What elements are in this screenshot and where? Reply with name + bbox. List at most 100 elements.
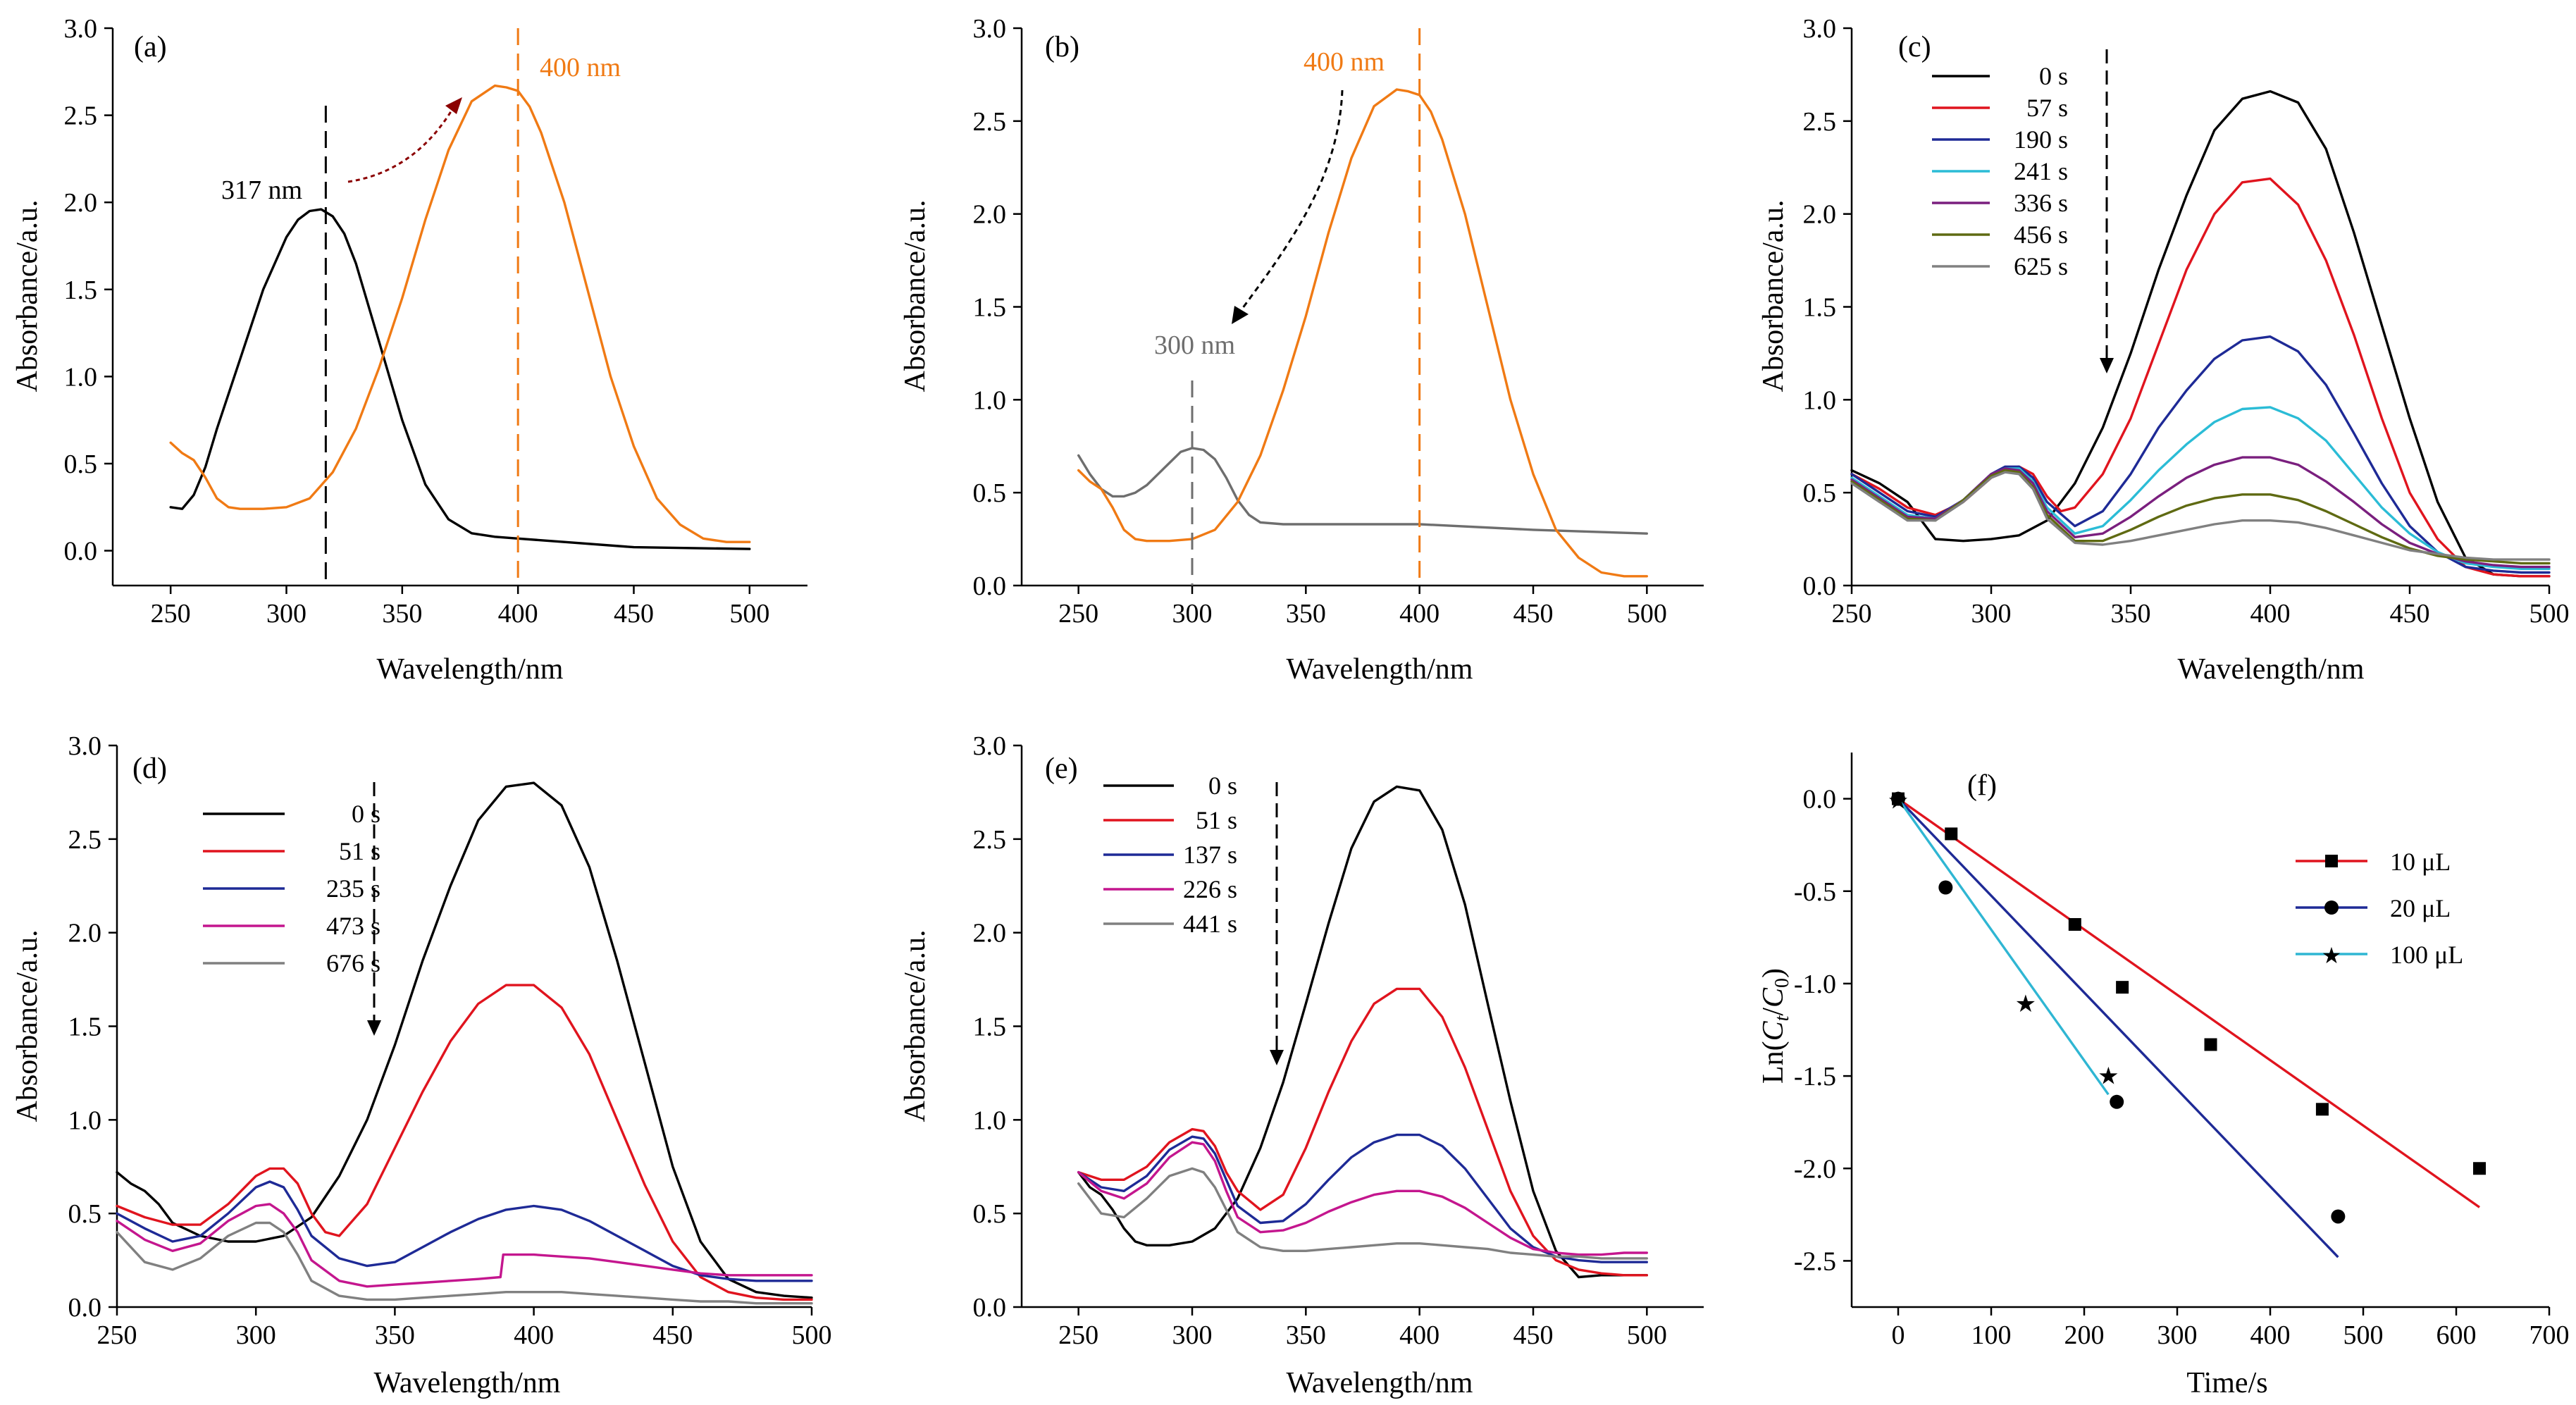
x-tick-label: 0 (1892, 1320, 1905, 1350)
x-tick-label: 400 (2250, 599, 2291, 629)
legend-marker (2324, 900, 2339, 915)
y-tick-label: 2.5 (973, 825, 1007, 855)
y-tick-label: 2.0 (973, 919, 1007, 948)
y-tick-label: -1.5 (1794, 1062, 1836, 1091)
y-tick-label: 1.5 (973, 293, 1007, 323)
x-tick-label: 300 (1971, 599, 2012, 629)
legend-label: 51 s (1196, 806, 1237, 834)
data-point-square (2116, 981, 2129, 994)
legend-label: 676 s (326, 949, 380, 977)
panel-b-annotation-400nm: 400 nm (1304, 47, 1385, 77)
legend-label: 10 μL (2390, 848, 2451, 876)
x-tick-label: 250 (1832, 599, 1872, 629)
legend-label: 241 s (2014, 157, 2068, 185)
x-tick-label: 450 (1513, 599, 1554, 629)
series-line-0s (1077, 785, 1649, 1279)
x-tick-label: 350 (1286, 1320, 1326, 1350)
x-tick-label: 350 (1286, 599, 1326, 629)
panel-b-annotation-300nm: 300 nm (1154, 330, 1235, 360)
y-tick-label: 0.0 (973, 571, 1007, 601)
y-tick-label: 1.5 (973, 1013, 1007, 1042)
y-tick-label: 0.5 (973, 1199, 1007, 1229)
series-line-51s (116, 984, 813, 1301)
x-tick-label: 250 (97, 1320, 137, 1350)
y-tick-label: 3.0 (64, 14, 98, 44)
y-tick-label: 0.5 (68, 1199, 102, 1229)
data-point-star: ★ (1888, 788, 1909, 815)
x-tick-label: 300 (2157, 1320, 2198, 1350)
panel-b-y-axis-title: Absorbance/a.u. (899, 200, 931, 392)
legend-label: 625 s (2014, 252, 2068, 280)
y-tick-label: 1.0 (64, 362, 98, 392)
panel-a-y-axis-title: Absorbance/a.u. (11, 200, 44, 392)
data-point-circle (1938, 880, 1953, 895)
y-tick-label: 2.5 (64, 101, 98, 131)
x-tick-label: 300 (1172, 599, 1213, 629)
y-tick-label: 2.0 (64, 188, 98, 218)
data-point-square (2068, 917, 2081, 931)
x-tick-label: 200 (2064, 1320, 2105, 1350)
legend-label: 100 μL (2390, 941, 2463, 969)
x-tick-label: 700 (2529, 1320, 2570, 1350)
data-point-square (2204, 1038, 2217, 1051)
panel-b-label: (b) (1045, 31, 1079, 63)
legend-label: 235 s (326, 874, 380, 903)
y-tick-label: -2.0 (1794, 1154, 1836, 1184)
x-tick-label: 250 (1058, 599, 1098, 629)
series-line-orange (169, 84, 751, 543)
legend-marker (2325, 855, 2338, 867)
x-tick-label: 400 (2250, 1320, 2291, 1350)
legend-label: 456 s (2014, 221, 2068, 249)
y-tick-label: 1.0 (1803, 385, 1837, 415)
x-tick-label: 250 (151, 599, 191, 629)
panel-e-x-axis-title: Wavelength/nm (1287, 1367, 1473, 1399)
panel-d: (d) Wavelength/nm Absorbance/a.u. (11, 753, 561, 1399)
panel-a-label: (a) (134, 31, 167, 63)
y-tick-label: 3.0 (973, 731, 1007, 761)
y-tick-label: 2.5 (1803, 107, 1837, 137)
x-tick-label: 600 (2436, 1320, 2477, 1350)
y-tick-label: 1.0 (973, 1106, 1007, 1135)
legend-label: 0 s (1208, 772, 1237, 800)
y-tick-label: 2.0 (973, 200, 1007, 230)
data-point-square (2315, 1103, 2329, 1116)
series-line-226s (1077, 1141, 1649, 1256)
panel-a-annotation-400nm: 400 nm (540, 53, 621, 82)
panel-d-y-axis-title: Absorbance/a.u. (11, 930, 44, 1122)
panel-a-x-axis-title: Wavelength/nm (377, 653, 564, 686)
panel-a: (a) 400 nm 317 nm Wavelength/nm Absorban… (11, 31, 621, 686)
y-tick-label: 2.0 (68, 919, 102, 948)
legend-label: 137 s (1183, 841, 1237, 869)
panel-c-label: (c) (1898, 31, 1931, 63)
x-tick-label: 350 (2111, 599, 2151, 629)
panel-c-y-axis-title: Absorbance/a.u. (1757, 200, 1790, 392)
legend-label: 336 s (2014, 189, 2068, 217)
series-line-gray (1077, 447, 1649, 535)
panel-e: (e) Wavelength/nm Absorbance/a.u. (899, 753, 1473, 1399)
panel-a-annotation-317nm: 317 nm (221, 175, 302, 205)
series-line-0s (1850, 89, 2551, 578)
series-line-676s (116, 1221, 813, 1305)
data-point-star: ★ (2098, 1063, 2119, 1089)
x-tick-label: 450 (652, 1320, 693, 1350)
y-tick-label: 2.0 (1803, 200, 1837, 230)
legend-label: 20 μL (2390, 894, 2451, 922)
legend-marker: ★ (2322, 943, 2342, 968)
panel-c-x-axis-title: Wavelength/nm (2178, 653, 2365, 686)
series-line-473s (116, 1203, 813, 1288)
y-tick-label: 0.5 (973, 478, 1007, 508)
x-tick-label: 400 (498, 599, 538, 629)
legend-label: 0 s (2039, 62, 2068, 90)
legend-label: 473 s (326, 912, 380, 940)
x-tick-label: 350 (375, 1320, 415, 1350)
data-point-star: ★ (2015, 991, 2036, 1017)
x-tick-label: 500 (792, 1320, 832, 1350)
panel-f-label: (f) (1967, 769, 1997, 802)
x-tick-label: 450 (614, 599, 654, 629)
transition-arrow-head (1232, 306, 1249, 324)
panel-e-label: (e) (1045, 753, 1078, 785)
panel-e-plot: 250 300 350 400 450 500 0.0 0.5 1.0 1.5 2.0 2.5 3.0 (973, 731, 1704, 1350)
x-tick-label: 500 (729, 599, 769, 629)
data-point-circle (2331, 1209, 2346, 1224)
y-tick-label: 0.5 (1803, 478, 1837, 508)
